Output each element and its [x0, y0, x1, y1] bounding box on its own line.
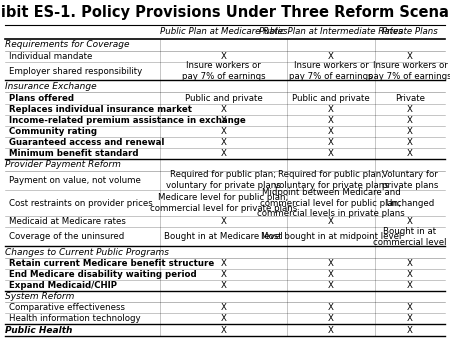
Text: X: X — [407, 127, 413, 136]
Text: Medicare level for public plan;
commercial level for private plans: Medicare level for public plan; commerci… — [150, 193, 297, 213]
Text: X: X — [328, 138, 334, 147]
Text: X: X — [220, 217, 226, 226]
Text: Guaranteed access and renewal: Guaranteed access and renewal — [9, 138, 164, 147]
Text: X: X — [407, 105, 413, 114]
Text: Insure workers or
pay 7% of earnings: Insure workers or pay 7% of earnings — [182, 61, 266, 81]
Text: X: X — [328, 105, 334, 114]
Text: Insure workers or
pay 7% of earnings: Insure workers or pay 7% of earnings — [289, 61, 373, 81]
Text: X: X — [220, 149, 226, 158]
Text: Income-related premium assistance in exchange: Income-related premium assistance in exc… — [9, 116, 246, 125]
Text: X: X — [407, 281, 413, 290]
Text: Private: Private — [395, 94, 425, 103]
Text: Public Plan at Medicare Rates: Public Plan at Medicare Rates — [160, 27, 287, 37]
Text: Individual mandate: Individual mandate — [9, 52, 92, 61]
Text: X: X — [407, 149, 413, 158]
Text: Public and private: Public and private — [292, 94, 370, 103]
Text: Insure workers or
pay 7% of earnings: Insure workers or pay 7% of earnings — [368, 61, 450, 81]
Text: X: X — [328, 52, 334, 61]
Text: X: X — [328, 217, 334, 226]
Text: X: X — [407, 259, 413, 268]
Text: Voluntary for
private plans: Voluntary for private plans — [382, 170, 438, 190]
Text: X: X — [407, 314, 413, 323]
Text: X: X — [220, 281, 226, 290]
Text: System Reform: System Reform — [5, 292, 74, 301]
Text: Cost restraints on provider prices: Cost restraints on provider prices — [9, 198, 153, 208]
Text: Changes to Current Public Programs: Changes to Current Public Programs — [5, 248, 169, 257]
Text: X: X — [328, 314, 334, 323]
Text: X: X — [407, 138, 413, 147]
Text: Payment on value, not volume: Payment on value, not volume — [9, 176, 141, 185]
Text: Insurance Exchange: Insurance Exchange — [5, 82, 97, 91]
Text: Retain current Medicare benefit structure: Retain current Medicare benefit structur… — [9, 259, 214, 268]
Text: Replaces individual insurance market: Replaces individual insurance market — [9, 105, 192, 114]
Text: Public and private: Public and private — [184, 94, 262, 103]
Text: Required for public plan;
voluntary for private plans: Required for public plan; voluntary for … — [166, 170, 281, 190]
Text: X: X — [407, 326, 413, 335]
Text: Provider Payment Reform: Provider Payment Reform — [5, 161, 121, 169]
Text: Exhibit ES-1. Policy Provisions Under Three Reform Scenarios: Exhibit ES-1. Policy Provisions Under Th… — [0, 5, 450, 20]
Text: X: X — [328, 326, 334, 335]
Text: Employer shared responsibility: Employer shared responsibility — [9, 67, 142, 75]
Text: X: X — [220, 52, 226, 61]
Text: Requirements for Coverage: Requirements for Coverage — [5, 40, 130, 49]
Text: Midpoint between Medicare and
commercial level for public plan;
commercial level: Midpoint between Medicare and commercial… — [257, 188, 405, 218]
Text: Plans offered: Plans offered — [9, 94, 74, 103]
Text: X: X — [220, 127, 226, 136]
Text: X: X — [220, 270, 226, 279]
Text: Public Plan at Intermediate Rates: Public Plan at Intermediate Rates — [259, 27, 403, 37]
Text: X: X — [220, 116, 226, 125]
Text: X: X — [220, 105, 226, 114]
Text: X: X — [328, 281, 334, 290]
Text: X: X — [328, 304, 334, 312]
Text: Coverage of the uninsured: Coverage of the uninsured — [9, 233, 124, 241]
Text: X: X — [407, 270, 413, 279]
Text: X: X — [407, 52, 413, 61]
Text: Most bought in at midpoint level: Most bought in at midpoint level — [261, 233, 401, 241]
Text: Required for public plan;
voluntary for private plans: Required for public plan; voluntary for … — [274, 170, 388, 190]
Text: Comparative effectiveness: Comparative effectiveness — [9, 304, 125, 312]
Text: X: X — [407, 116, 413, 125]
Text: Minimum benefit standard: Minimum benefit standard — [9, 149, 139, 158]
Text: X: X — [407, 304, 413, 312]
Text: Bought in at Medicare level: Bought in at Medicare level — [164, 233, 283, 241]
Text: Medicaid at Medicare rates: Medicaid at Medicare rates — [9, 217, 126, 226]
Text: Expand Medicaid/CHIP: Expand Medicaid/CHIP — [9, 281, 117, 290]
Text: X: X — [220, 138, 226, 147]
Text: Community rating: Community rating — [9, 127, 97, 136]
Text: X: X — [220, 304, 226, 312]
Text: Private Plans: Private Plans — [382, 27, 438, 37]
Text: Public Health: Public Health — [5, 326, 72, 335]
Text: X: X — [220, 314, 226, 323]
Text: X: X — [328, 259, 334, 268]
Text: Health information technology: Health information technology — [9, 314, 140, 323]
Text: X: X — [328, 149, 334, 158]
Text: X: X — [328, 127, 334, 136]
Text: Bought in at
commercial level: Bought in at commercial level — [373, 227, 447, 247]
Text: X: X — [328, 270, 334, 279]
Text: X: X — [407, 217, 413, 226]
Text: End Medicare disability waiting period: End Medicare disability waiting period — [9, 270, 197, 279]
Text: Unchanged: Unchanged — [385, 198, 435, 208]
Text: X: X — [328, 116, 334, 125]
Text: X: X — [220, 259, 226, 268]
Text: X: X — [220, 326, 226, 335]
